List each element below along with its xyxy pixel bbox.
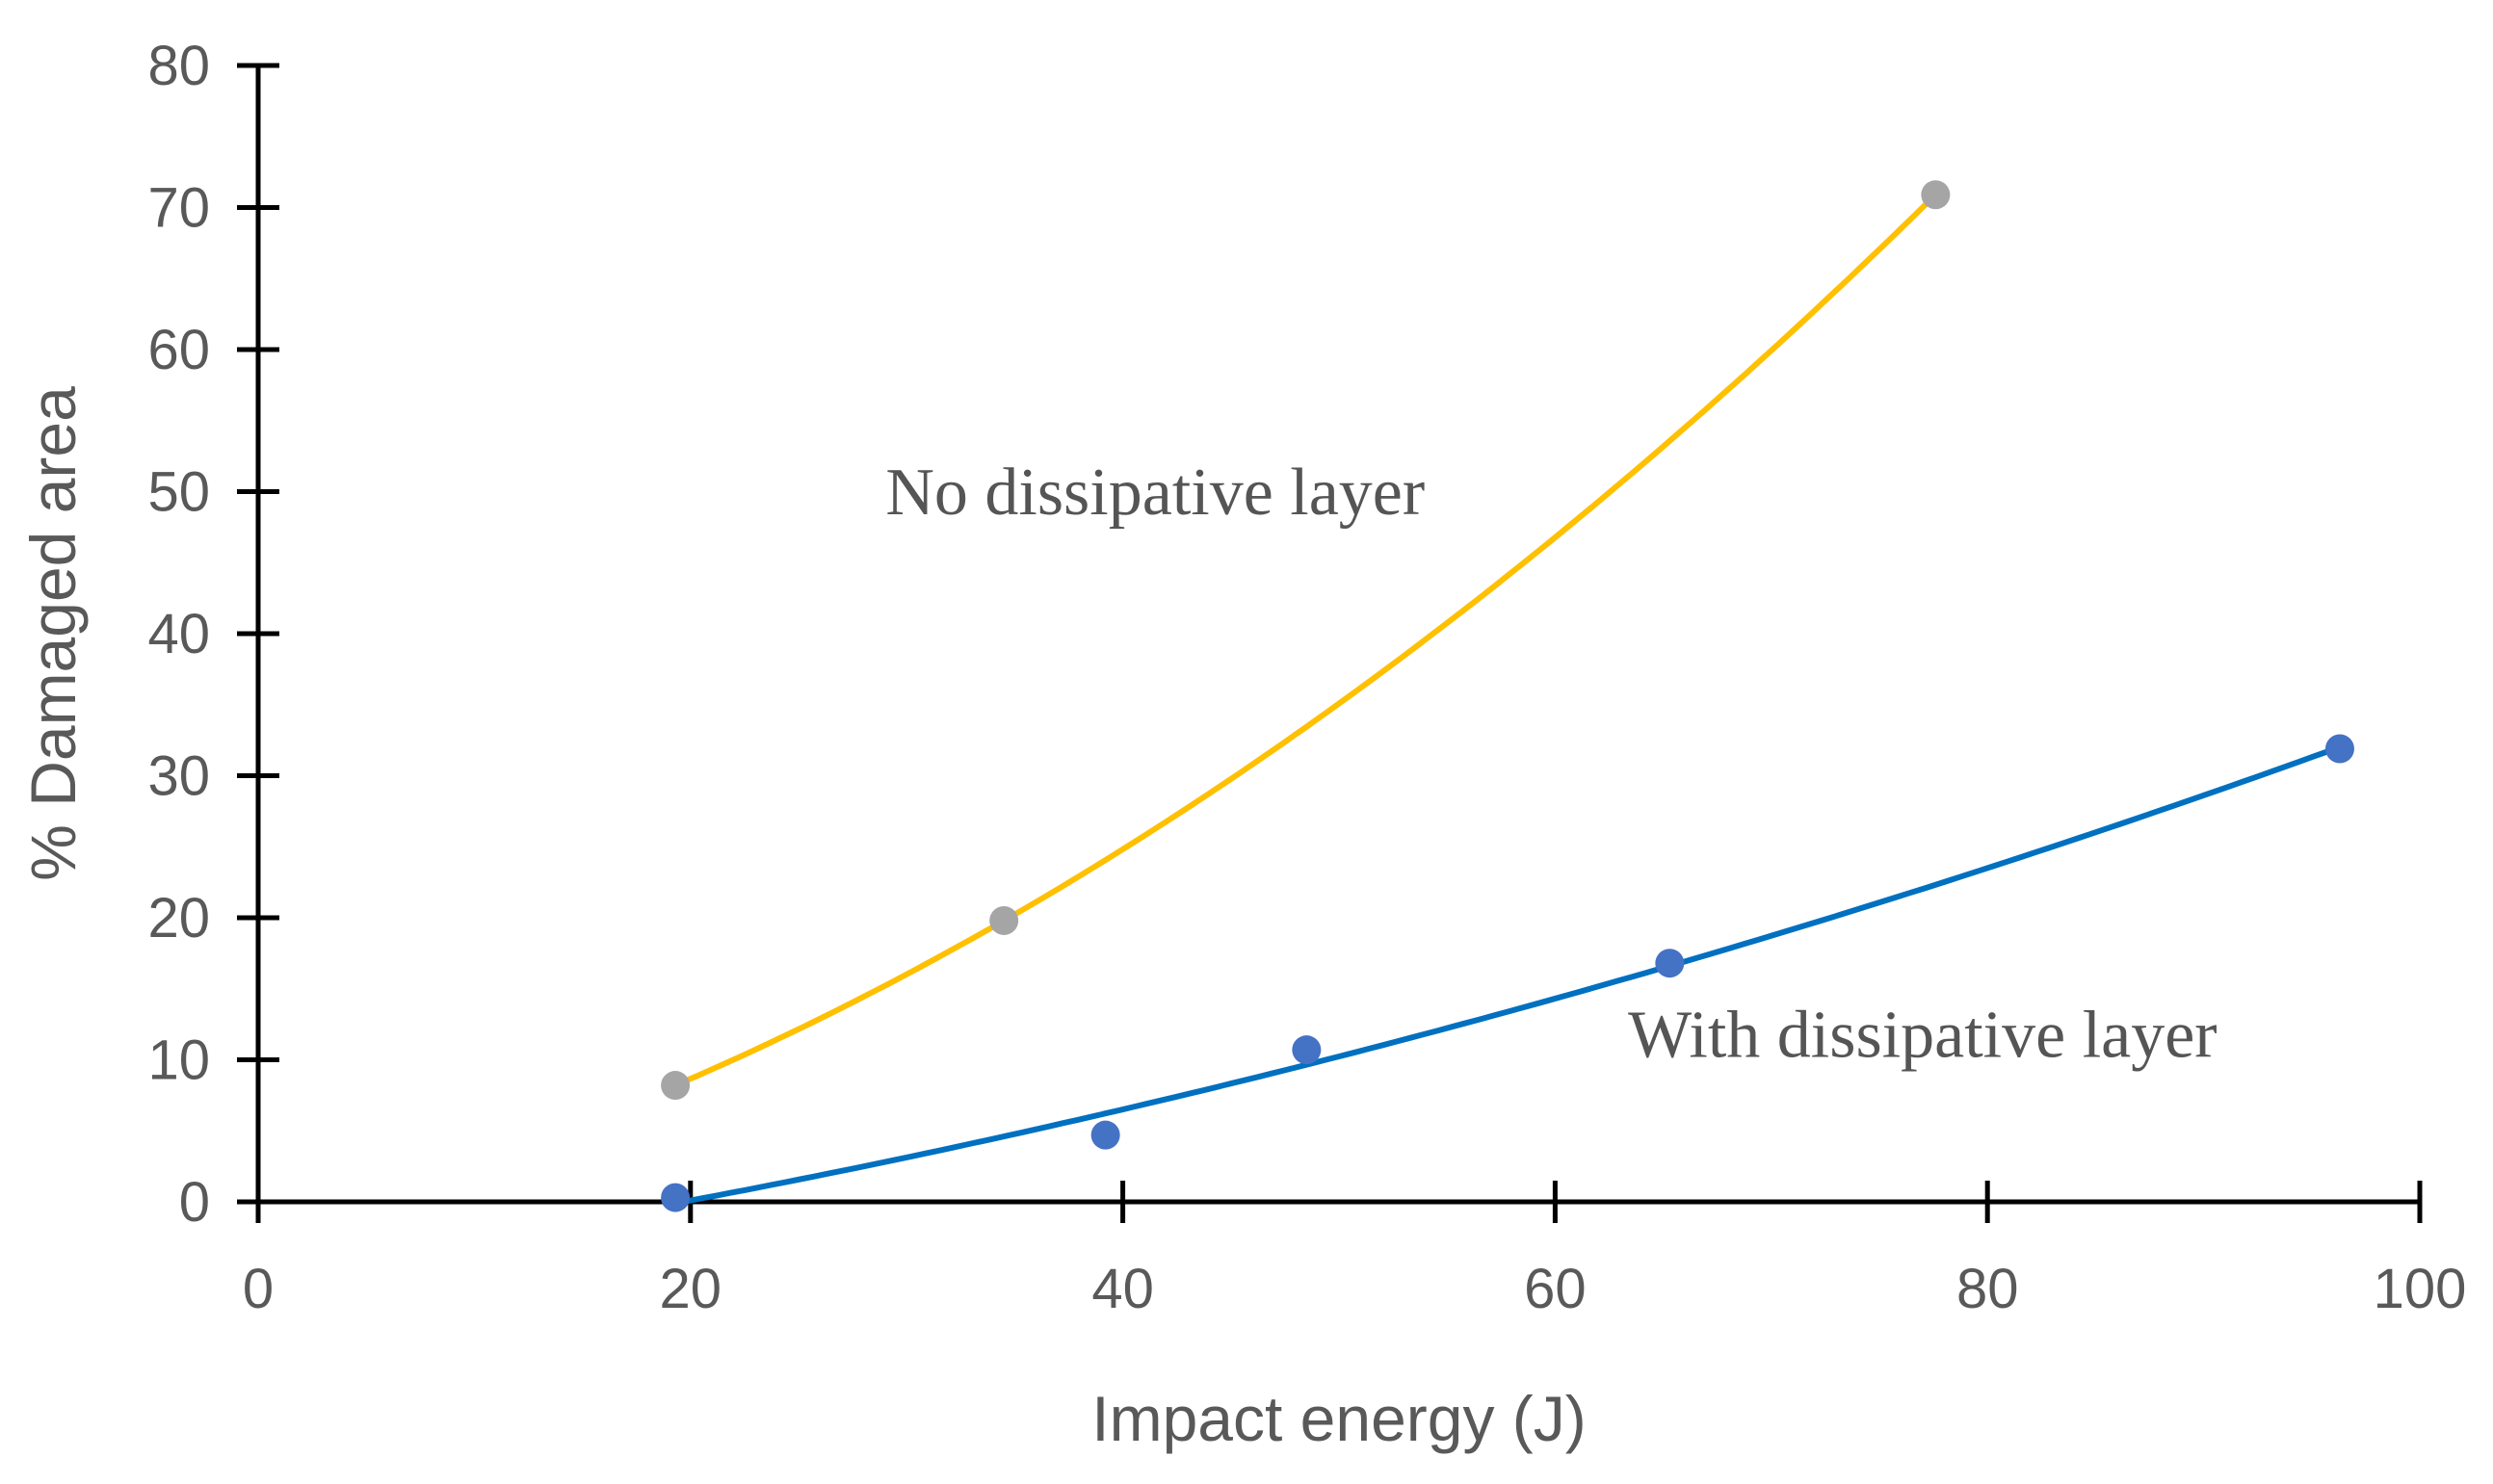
x-tick-label: 40	[1091, 1258, 1154, 1320]
trendlines	[672, 192, 2343, 1207]
y-tick-label: 80	[147, 35, 210, 97]
data-point-series-1	[1655, 949, 1685, 978]
y-tick-label: 10	[147, 1029, 210, 1092]
annotations: No dissipative layer With dissipative lay…	[885, 456, 2217, 1072]
trendline-series-0	[672, 192, 1939, 1088]
x-tick-label: 80	[1956, 1258, 2019, 1320]
trendline-series-1	[672, 743, 2343, 1207]
y-tick-label: 40	[147, 603, 210, 665]
y-tick-label: 30	[147, 745, 210, 808]
y-tick-label: 70	[147, 177, 210, 240]
annotation-label: With dissipative layer	[1628, 999, 2217, 1073]
data-point-series-1	[1090, 1120, 1120, 1150]
x-tick-label: 100	[2374, 1258, 2467, 1320]
y-tick-label: 50	[147, 461, 210, 524]
x-tick-label: 20	[660, 1258, 722, 1320]
data-point-series-0	[661, 1071, 691, 1101]
y-tick-label: 60	[147, 319, 210, 381]
x-axis-title: Impact energy (J)	[1091, 1383, 1587, 1454]
y-axis-title: % Damaged area	[17, 386, 89, 881]
x-tick-label: 0	[243, 1258, 274, 1320]
data-point-series-0	[1921, 180, 1951, 210]
x-tick-label: 60	[1524, 1258, 1587, 1320]
data-markers	[661, 180, 2354, 1212]
axes: 0 10 20 30 40 50 60 70 80 0 20 40 60 80 100	[147, 35, 2466, 1320]
data-point-series-1	[2324, 734, 2354, 764]
data-point-series-1	[1292, 1035, 1322, 1065]
y-tick-label: 20	[147, 887, 210, 950]
data-point-series-0	[989, 905, 1019, 935]
y-tick-label: 0	[179, 1171, 210, 1234]
annotation-label: No dissipative layer	[885, 456, 1425, 530]
data-point-series-1	[661, 1183, 691, 1212]
